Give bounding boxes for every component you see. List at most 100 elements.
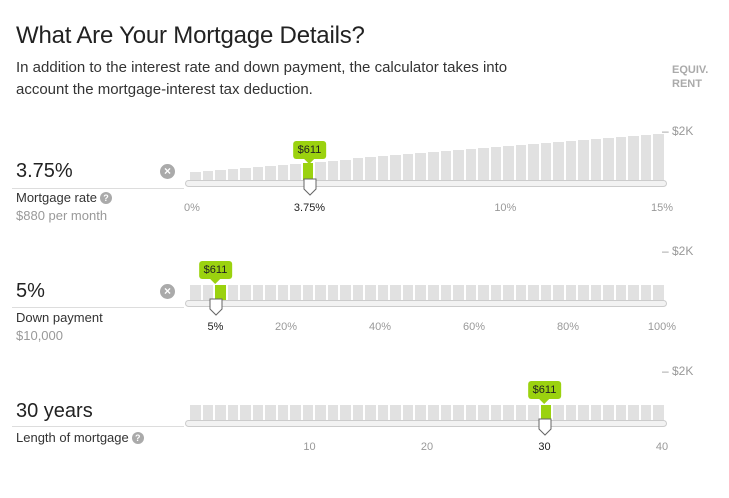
tick-label: 20: [420, 441, 434, 453]
payment-bar: [615, 285, 627, 300]
down-payment-label-text: Down payment: [16, 310, 103, 325]
payment-bar: [540, 405, 552, 420]
payment-bar: [528, 144, 539, 180]
clear-rate-icon[interactable]: ×: [160, 164, 175, 179]
payment-bar: [352, 158, 364, 180]
axis-label: – $2K: [662, 364, 694, 378]
term-slider-handle[interactable]: [538, 418, 552, 436]
payment-bar: [327, 405, 339, 420]
payment-bar: [415, 285, 426, 300]
payment-bar: [252, 405, 264, 420]
payment-bar: [190, 285, 201, 300]
payment-bar: [490, 147, 502, 180]
divider: [12, 307, 184, 308]
payment-bar: [565, 405, 577, 420]
payment-bar: [490, 405, 502, 420]
payment-bar: [227, 168, 239, 180]
payment-bar: [252, 285, 264, 300]
payment-bar: [202, 285, 214, 300]
payment-bar: [277, 405, 289, 420]
payment-bar: [578, 405, 589, 420]
payment-bar: [628, 285, 639, 300]
payment-bar: [402, 285, 414, 300]
payment-bar: [590, 139, 602, 180]
payment-bar: [503, 405, 514, 420]
payment-bar: [240, 167, 251, 180]
payment-bar: [640, 405, 652, 420]
term-payment-badge: $611: [527, 381, 562, 404]
tick-label: 3.75%: [293, 202, 326, 214]
payment-bar: [190, 405, 201, 420]
payment-bar: [440, 285, 452, 300]
rate-slider-handle[interactable]: [303, 178, 317, 196]
slider-row-down-payment: – $2K 5% × Down payment $10,000 5% 20% 40%…: [0, 240, 729, 350]
payment-bar: [578, 140, 589, 180]
payment-bar: [340, 405, 351, 420]
payment-bar: [377, 405, 389, 420]
payment-bar: [565, 285, 577, 300]
clear-down-payment-icon[interactable]: ×: [160, 284, 175, 299]
down-payment-label: Down payment: [16, 310, 103, 325]
term-slider-track[interactable]: [185, 420, 667, 427]
payment-bar: [265, 165, 276, 180]
help-icon[interactable]: ?: [99, 192, 112, 204]
help-icon[interactable]: ?: [131, 432, 144, 444]
payment-bar: [478, 285, 489, 300]
payment-bar: [315, 405, 326, 420]
tick-label: 5%: [207, 321, 224, 333]
payment-bar: [528, 405, 539, 420]
payment-bar: [352, 405, 364, 420]
payment-bar: [428, 152, 439, 180]
payment-bar: [428, 405, 439, 420]
equiv-rent-line2: RENT: [672, 78, 702, 90]
payment-bar: [603, 285, 614, 300]
payment-bar: [440, 405, 452, 420]
payment-bar: [365, 285, 376, 300]
payment-bar: [478, 148, 489, 180]
slider-row-rate: – $2K 3.75% × Mortgage rate? $880 per mo…: [0, 120, 729, 230]
tick-label: 20%: [274, 321, 298, 333]
payment-bar: [215, 405, 226, 420]
payment-bar: [590, 405, 602, 420]
term-value[interactable]: 30 years: [16, 400, 93, 422]
payment-bar: [415, 405, 426, 420]
payment-bar: [365, 405, 376, 420]
down-payment-slider-handle[interactable]: [209, 298, 223, 316]
payment-bar: [565, 141, 577, 180]
payment-bar: [578, 285, 589, 300]
page-title: What Are Your Mortgage Details?: [16, 22, 365, 49]
down-payment-value[interactable]: 5%: [16, 280, 45, 302]
tick-label: 40%: [368, 321, 392, 333]
term-label: Length of mortgage?: [16, 430, 144, 445]
payment-bar: [315, 161, 326, 180]
tick-label: 100%: [647, 321, 677, 333]
payment-bar: [290, 285, 301, 300]
payment-bar: [653, 405, 664, 420]
payment-bar: [553, 405, 564, 420]
payment-bar: [553, 142, 564, 180]
payment-bar: [603, 138, 614, 180]
payment-bar: [327, 285, 339, 300]
tick-label: 40: [655, 441, 669, 453]
rate-label-text: Mortgage rate: [16, 190, 97, 205]
payment-bar: [465, 285, 477, 300]
tick-label: 15%: [650, 202, 674, 214]
down-payment-slider-track[interactable]: [185, 300, 667, 307]
payment-bar: [252, 166, 264, 180]
rate-slider-track[interactable]: [185, 180, 667, 187]
axis-label: – $2K: [662, 124, 694, 138]
payment-bar: [653, 285, 664, 300]
down-payment-badge: $611: [198, 261, 233, 284]
term-bar-chart: [190, 374, 664, 420]
divider: [12, 188, 184, 189]
payment-bar: [377, 156, 389, 180]
tick-label: 10%: [494, 202, 517, 214]
tick-label: 30: [538, 441, 551, 453]
payment-bar: [515, 405, 527, 420]
payment-bar: [377, 285, 389, 300]
rate-value[interactable]: 3.75%: [16, 160, 73, 182]
payment-bar: [428, 285, 439, 300]
payment-bar: [215, 169, 226, 180]
payment-bar: [352, 285, 364, 300]
rate-label: Mortgage rate?: [16, 190, 112, 205]
